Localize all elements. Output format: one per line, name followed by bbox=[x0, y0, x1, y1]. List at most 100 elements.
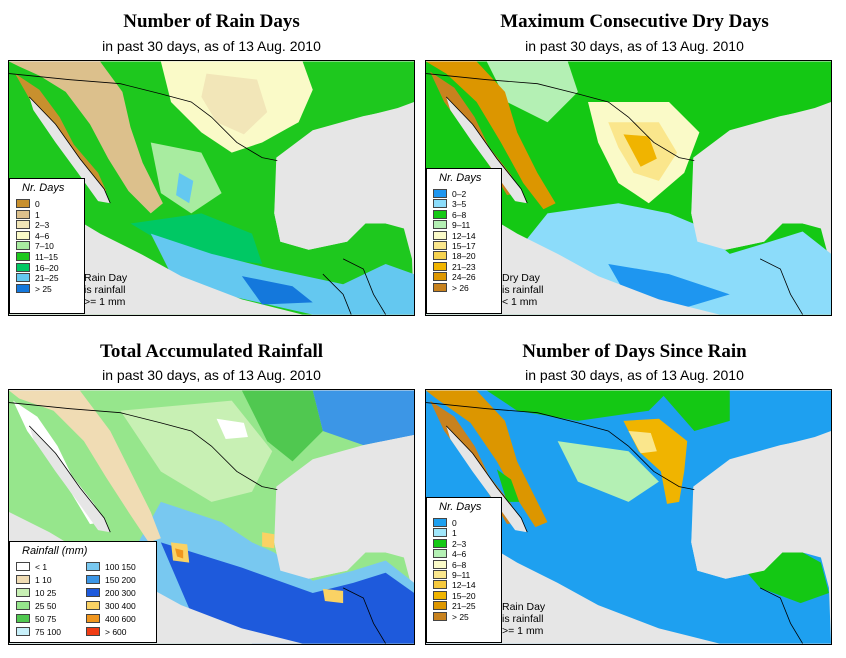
legend-swatch bbox=[86, 562, 100, 571]
legend-swatch bbox=[433, 611, 447, 621]
legend-swatch bbox=[433, 528, 447, 538]
legend-swatch bbox=[433, 590, 447, 600]
legend-label: 2–3 bbox=[452, 538, 467, 549]
map-consecutive-dry-days bbox=[425, 60, 832, 316]
map-rain-days bbox=[8, 60, 415, 316]
legend-label: 4–6 bbox=[35, 230, 50, 241]
panel1-subtitle: in past 30 days, as of 13 Aug. 2010 bbox=[102, 38, 321, 54]
legend-swatch bbox=[433, 580, 447, 590]
legend-label: < 1 bbox=[35, 562, 48, 572]
legend-swatch bbox=[16, 575, 30, 584]
legend-label: 21–25 bbox=[452, 601, 476, 612]
legend-swatch bbox=[16, 627, 30, 636]
panel4-title: Number of Days Since Rain bbox=[522, 341, 747, 362]
legend-swatch bbox=[16, 199, 30, 208]
legend-label: 11–15 bbox=[35, 252, 59, 262]
legend-label: 16–20 bbox=[35, 262, 59, 273]
legend-label: 0–2 bbox=[452, 189, 467, 199]
legend-swatch bbox=[86, 575, 100, 584]
legend-label: 0 bbox=[35, 199, 40, 209]
legend-label: 21–25 bbox=[35, 273, 59, 284]
legend-title: Nr. Days bbox=[439, 172, 482, 184]
legend-swatch bbox=[433, 559, 447, 569]
legend-label: 15–20 bbox=[452, 590, 476, 601]
panel3-title: Total Accumulated Rainfall bbox=[99, 341, 324, 362]
legend-swatch bbox=[16, 241, 30, 251]
panel4-subtitle: in past 30 days, as of 13 Aug. 2010 bbox=[525, 367, 744, 383]
legend-label: 400 600 bbox=[105, 614, 136, 624]
legend-swatch bbox=[16, 588, 30, 597]
legend-swatch bbox=[86, 627, 100, 636]
legend-label: 12–14 bbox=[452, 580, 476, 591]
legend-label: 300 400 bbox=[105, 601, 136, 611]
legend-label: 6–8 bbox=[452, 559, 467, 570]
legend-swatch bbox=[16, 252, 30, 261]
legend-label: 18–20 bbox=[452, 251, 476, 262]
legend-swatch bbox=[433, 518, 447, 527]
legend-swatch bbox=[433, 199, 447, 209]
legend-label: 4–6 bbox=[452, 549, 467, 560]
legend-dry-days: Nr. Days 0–2 3–5 6–8 9–11 12–14 15–17 18–20 21–… bbox=[426, 168, 502, 314]
legend-swatch bbox=[86, 601, 100, 610]
legend-swatch bbox=[433, 549, 447, 559]
panel2-subtitle: in past 30 days, as of 13 Aug. 2010 bbox=[525, 38, 744, 54]
legend-label: 24–26 bbox=[452, 272, 476, 283]
legend-swatch bbox=[16, 220, 30, 230]
legend-rainfall: Rainfall (mm) < 1 1 10 10 25 25 50 50 75 75 1… bbox=[9, 541, 157, 643]
legend-label: > 26 bbox=[452, 282, 469, 293]
legend-label: 150 200 bbox=[105, 575, 136, 585]
legend-label: 1 bbox=[452, 528, 457, 539]
legend-label: 2–3 bbox=[35, 220, 50, 231]
legend-label: 25 50 bbox=[35, 601, 57, 611]
legend-swatch bbox=[433, 261, 447, 271]
legend-rain-days: Nr. Days 0 1 2–3 4–6 7–10 11–15 16–20 21–25 > 25 bbox=[9, 178, 85, 314]
legend-swatch bbox=[16, 601, 30, 610]
legend-swatch bbox=[433, 220, 447, 230]
panel1-title: Number of Rain Days bbox=[123, 11, 300, 32]
legend-swatch bbox=[16, 562, 30, 571]
legend-swatch bbox=[86, 614, 100, 623]
legend-swatch bbox=[433, 251, 447, 261]
legend-label: 100 150 bbox=[105, 562, 136, 572]
panel3-subtitle: in past 30 days, as of 13 Aug. 2010 bbox=[102, 367, 321, 383]
legend-swatch bbox=[433, 570, 447, 579]
days-since-rain-note: Rain Day is rainfall >= 1 mm bbox=[502, 601, 546, 637]
dry-days-map-image bbox=[426, 61, 831, 315]
legend-label: 1 bbox=[35, 209, 40, 220]
legend-swatch bbox=[16, 262, 30, 272]
legend-label: 200 300 bbox=[105, 588, 136, 598]
legend-swatch bbox=[433, 209, 447, 219]
legend-swatch bbox=[433, 282, 447, 292]
legend-swatch bbox=[16, 283, 30, 293]
legend-label: > 25 bbox=[35, 283, 52, 294]
legend-swatch bbox=[16, 209, 30, 219]
legend-label: 6–8 bbox=[452, 209, 467, 220]
legend-label: 3–5 bbox=[452, 199, 467, 210]
legend-swatch bbox=[433, 538, 447, 548]
map-days-since-rain bbox=[425, 389, 832, 645]
legend-swatch bbox=[433, 230, 447, 240]
legend-label: 10 25 bbox=[35, 588, 57, 598]
rain-days-map-image bbox=[9, 61, 414, 315]
legend-title: Nr. Days bbox=[22, 182, 65, 194]
legend-label: 15–17 bbox=[452, 241, 476, 251]
legend-label: 50 75 bbox=[35, 614, 57, 624]
legend-swatch bbox=[433, 189, 447, 198]
legend-title: Nr. Days bbox=[439, 501, 482, 513]
legend-label: 21–23 bbox=[452, 261, 476, 272]
legend-title: Rainfall (mm) bbox=[22, 545, 88, 557]
dry-day-note: Dry Day is rainfall < 1 mm bbox=[502, 272, 544, 308]
legend-label: 7–10 bbox=[35, 241, 54, 252]
legend-swatch bbox=[433, 272, 447, 282]
legend-swatch bbox=[86, 588, 100, 597]
legend-swatch bbox=[16, 273, 30, 283]
legend-label: 9–11 bbox=[452, 570, 471, 580]
legend-label: > 25 bbox=[452, 611, 469, 622]
legend-label: 75 100 bbox=[35, 627, 61, 637]
legend-swatch bbox=[433, 601, 447, 611]
legend-days-since-rain: Nr. Days 0 1 2–3 4–6 6–8 9–11 12–14 15–20 21–25 >… bbox=[426, 497, 502, 643]
legend-label: 12–14 bbox=[452, 230, 476, 241]
legend-swatch bbox=[16, 230, 30, 240]
legend-label: 1 10 bbox=[35, 575, 52, 585]
legend-swatch bbox=[433, 241, 447, 250]
